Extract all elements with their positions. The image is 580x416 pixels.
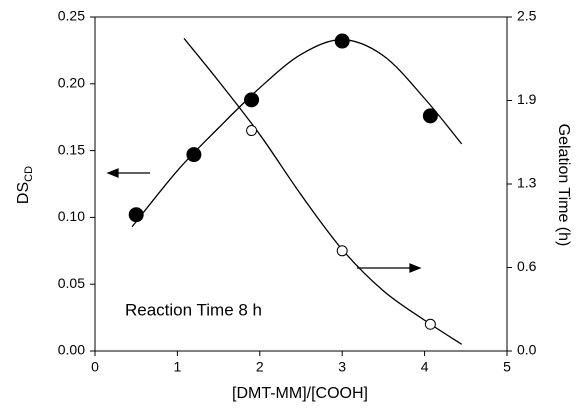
y-axis-label-main: DS — [15, 182, 32, 204]
y2-tick-label: 2.5 — [517, 8, 537, 24]
y-tick-label: 0.05 — [58, 275, 85, 291]
y-tick-label: 0.00 — [58, 342, 85, 358]
filled-point — [334, 33, 350, 49]
fit-curve — [131, 39, 463, 228]
y-tick-label: 0.25 — [58, 8, 85, 24]
x-tick-label: 1 — [174, 359, 182, 375]
filled-point — [186, 147, 202, 163]
y2-tick-label: 0.6 — [517, 258, 537, 274]
arrows — [106, 168, 422, 273]
filled-point — [128, 207, 144, 223]
y2-axis-label: Gelation Time (h) — [555, 124, 572, 247]
filled-point — [244, 92, 260, 108]
y-tick-label: 0.20 — [58, 75, 85, 91]
x-tick-label: 4 — [421, 359, 429, 375]
arrow-head — [106, 168, 119, 178]
x-tick-label: 5 — [503, 359, 511, 375]
x-tick-label: 0 — [91, 359, 99, 375]
open-point — [424, 318, 436, 330]
arrow-head — [409, 263, 422, 273]
y2-tick-label: 0.0 — [517, 342, 537, 358]
open-point — [246, 125, 258, 137]
open-point — [336, 245, 348, 257]
x-tick-label: 3 — [338, 359, 346, 375]
y-axis-label: DSCD — [15, 166, 35, 204]
y2-tick-label: 1.3 — [517, 175, 537, 191]
annotation: Reaction Time 8 h — [125, 300, 262, 319]
y2-tick-label: 1.9 — [517, 91, 537, 107]
y-tick-label: 0.10 — [58, 208, 85, 224]
y-tick-label: 0.15 — [58, 141, 85, 157]
x-axis-label: [DMT-MM]/[COOH] — [232, 385, 368, 402]
filled-point — [422, 108, 438, 124]
fit-curve — [183, 37, 463, 345]
y-axis-label-sub: CD — [23, 166, 35, 182]
x-tick-label: 2 — [256, 359, 264, 375]
